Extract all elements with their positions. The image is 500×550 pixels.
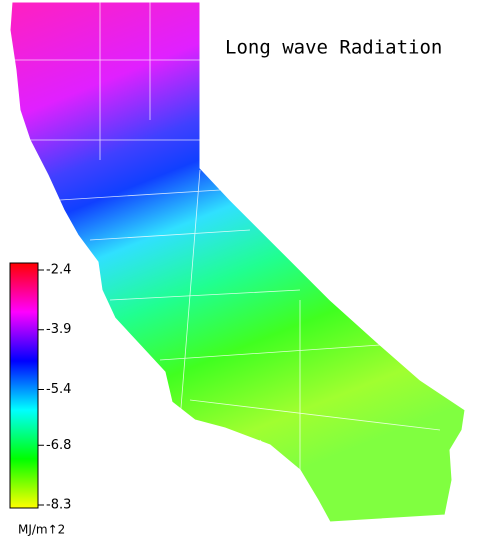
colorbar-tick-label: -8.3 — [46, 498, 71, 513]
title: Long wave Radiation — [225, 37, 442, 59]
colorbar-tick-label: -6.8 — [46, 438, 71, 453]
colorbar-label: MJ/m↑2 — [18, 523, 65, 537]
colorbar-tick-label: -2.4 — [46, 263, 71, 278]
county-lines — [12, 0, 441, 523]
colorbar-tick-label: -5.4 — [46, 382, 71, 397]
colorbar-tick-label: -3.9 — [46, 322, 71, 337]
colorbar — [9, 262, 39, 509]
california — [9, 1, 466, 523]
